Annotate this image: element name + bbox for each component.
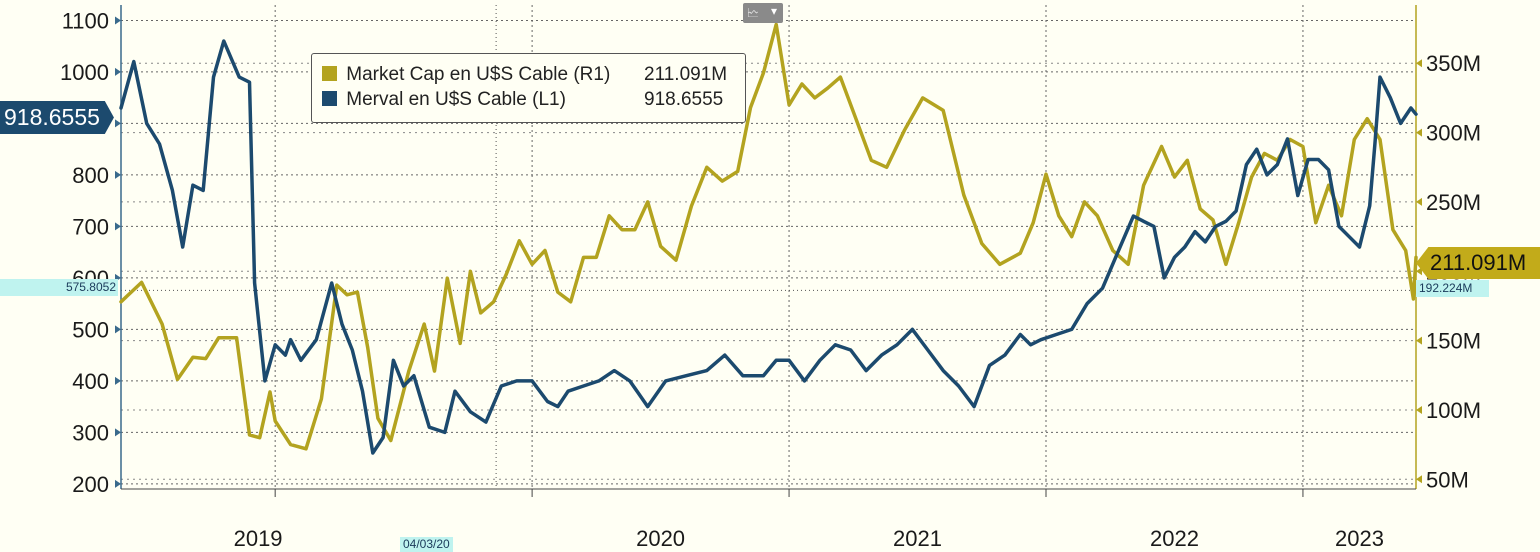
- legend-value-merval: 918.6555: [644, 89, 724, 110]
- x-tick-label: 2019: [234, 526, 283, 550]
- right-tick-mark: [1416, 59, 1422, 68]
- left-tick-mark: [115, 67, 121, 76]
- right-tick-mark: [1416, 336, 1422, 345]
- right-tick-mark: [1416, 267, 1422, 276]
- right-tick-label: 150M: [1426, 329, 1481, 354]
- right-tick-label: 350M: [1426, 51, 1481, 76]
- left-tick-label: 1000: [60, 60, 109, 85]
- legend: Market Cap en U$S Cable (R1) 211.091M Me…: [311, 53, 746, 123]
- legend-label-market-cap: Market Cap en U$S Cable (R1): [346, 64, 611, 85]
- x-tick-label: 2020: [636, 526, 685, 550]
- left-tick-mark: [115, 325, 121, 334]
- left-tick-mark: [115, 16, 121, 25]
- legend-swatch-merval: [322, 91, 337, 106]
- left-tick-mark: [115, 428, 121, 437]
- right-tick-label: 300M: [1426, 121, 1481, 146]
- x-tick-label: 2022: [1150, 526, 1199, 550]
- left-tick-mark: [115, 119, 121, 128]
- legend-swatch-market-cap: [322, 66, 337, 81]
- left-axis-ticks: 20030040050060070080090010001100: [60, 8, 121, 497]
- series-layer: [119, 22, 1418, 455]
- right-tick-mark: [1416, 128, 1422, 137]
- legend-label-merval: Merval en U$S Cable (L1): [346, 89, 566, 110]
- chevron-down-icon: ▾: [771, 4, 778, 18]
- left-tick-label: 300: [72, 420, 109, 445]
- crosshair-value-tag-market-cap: 192.224M: [1416, 280, 1489, 297]
- chart-axes: [120, 5, 1417, 490]
- right-tick-mark: [1416, 405, 1422, 414]
- left-tick-label: 500: [72, 317, 109, 342]
- x-axis-ticks: 2019 2020 2021 2022 2023: [234, 489, 1384, 550]
- left-tick-mark: [115, 170, 121, 179]
- left-tick-mark: [115, 376, 121, 385]
- x-tick-label: 2021: [893, 526, 942, 550]
- crosshair-date-tag: 04/03/20: [400, 537, 453, 552]
- left-tick-mark: [115, 479, 121, 488]
- series-line-merval: [119, 39, 1418, 455]
- legend-value-market-cap: 211.091M: [644, 64, 728, 85]
- right-tick-label: 50M: [1426, 467, 1469, 492]
- x-tick-label: 2023: [1335, 526, 1384, 550]
- left-tick-mark: [115, 222, 121, 231]
- series-line-market-cap: [119, 22, 1418, 451]
- chart-type-button[interactable]: 🗠 ▾: [743, 3, 783, 23]
- left-tick-label: 700: [72, 214, 109, 239]
- last-value-tag-market-cap: 211.091M: [1416, 247, 1540, 279]
- left-tick-label: 400: [72, 369, 109, 394]
- left-tick-label: 800: [72, 163, 109, 188]
- line-chart-icon: 🗠: [747, 6, 760, 20]
- right-tick-label: 100M: [1426, 398, 1481, 423]
- left-tick-label: 1100: [62, 8, 109, 33]
- left-tick-label: 200: [72, 472, 109, 497]
- last-value-tag-merval: 918.6555: [0, 101, 114, 134]
- legend-item-market-cap: Market Cap en U$S Cable (R1) 211.091M: [322, 63, 727, 87]
- right-tick-mark: [1416, 197, 1422, 206]
- legend-item-merval: Merval en U$S Cable (L1) 918.6555: [322, 88, 723, 112]
- right-tick-mark: [1416, 475, 1422, 484]
- crosshair-value-tag-merval: 575.8052: [0, 279, 118, 296]
- right-tick-label: 250M: [1426, 190, 1481, 215]
